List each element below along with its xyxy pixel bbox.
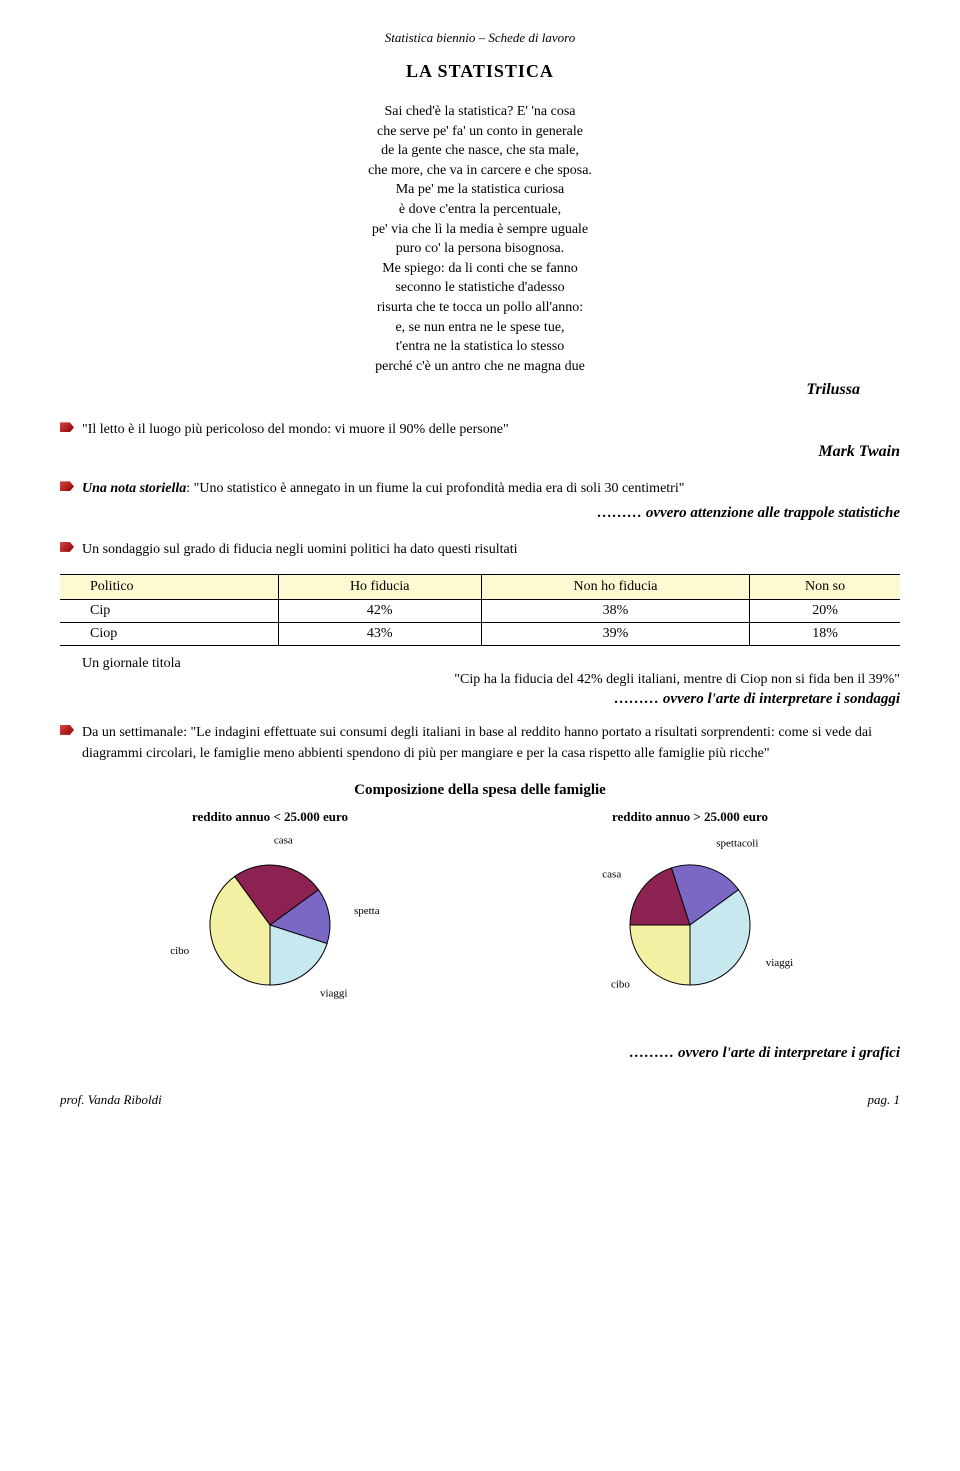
poem-line: Me spiego: da li conti che se fanno	[60, 259, 900, 279]
quote-bed: "Il letto è il luogo più pericoloso del …	[60, 419, 900, 464]
pie-right-block: reddito annuo > 25.000 euro cibo casa spet…	[501, 809, 879, 1020]
pie-left-chart: cibo casa spettacoli viaggi	[160, 835, 380, 1020]
poem-line: Ma pe' me la statistica curiosa	[60, 180, 900, 200]
pie-right-title: reddito annuo > 25.000 euro	[501, 809, 879, 825]
quote-text: "Il letto è il luogo più pericoloso del …	[82, 422, 509, 437]
table-cell: 20%	[750, 599, 900, 622]
sondaggio-intro: Un sondaggio sul grado di fiducia negli …	[82, 542, 518, 557]
footer-right: pag. 1	[868, 1092, 901, 1108]
poem-line: de la gente che nasce, che sta male,	[60, 141, 900, 161]
storiella-item: Una nota storiella: "Uno statistico è an…	[60, 478, 900, 525]
poem-line: seconno le statistiche d'adesso	[60, 278, 900, 298]
table-cell: 39%	[481, 622, 749, 645]
table-row: Ciop43%39%18%	[60, 622, 900, 645]
poem-line: Sai ched'è la statistica? E' 'na cosa	[60, 102, 900, 122]
svg-text:spettacoli: spettacoli	[716, 838, 758, 850]
poem-block: Sai ched'è la statistica? E' 'na cosache…	[60, 102, 900, 376]
svg-text:cibo: cibo	[170, 945, 189, 957]
table-cell: 43%	[278, 622, 481, 645]
storiella-prefix: Una nota storiella	[82, 481, 186, 496]
charts-moral: ……… ovvero l'arte di interpretare i graf…	[60, 1045, 900, 1062]
table-cell: 38%	[481, 599, 749, 622]
storiella-moral: ……… ovvero attenzione alle trappole stat…	[82, 502, 900, 525]
svg-text:viaggi: viaggi	[766, 957, 794, 969]
poem-author: Trilussa	[60, 381, 860, 399]
page-title: LA STATISTICA	[60, 61, 900, 82]
table-header: Non ho fiducia	[481, 574, 749, 599]
storiella-body: : "Uno statistico è annegato in un fiume…	[186, 481, 684, 496]
poem-line: t'entra ne la statistica lo stesso	[60, 337, 900, 357]
table-cell: Cip	[60, 599, 278, 622]
poem-line: perché c'è un antro che ne magna due	[60, 357, 900, 377]
pie-charts-row: reddito annuo < 25.000 euro cibo casa spet…	[60, 809, 900, 1020]
sondaggio-moral: ……… ovvero l'arte di interpretare i sond…	[82, 691, 900, 708]
table-cell: Ciop	[60, 622, 278, 645]
svg-text:casa: casa	[274, 835, 293, 847]
poem-line: pe' via che lì la media è sempre uguale	[60, 220, 900, 240]
settimanale-text: Da un settimanale: "Le indagini effettua…	[82, 725, 872, 761]
fiducia-table: PoliticoHo fiduciaNon ho fiduciaNon so C…	[60, 574, 900, 646]
pie-right-chart: cibo casa spettacoli viaggi	[580, 835, 800, 1020]
poem-line: che serve pe' fa' un conto in generale	[60, 122, 900, 142]
sondaggio-item: Un sondaggio sul grado di fiducia negli …	[60, 539, 900, 560]
table-cell: 18%	[750, 622, 900, 645]
table-row: Cip42%38%20%	[60, 599, 900, 622]
table-header: Ho fiducia	[278, 574, 481, 599]
poem-line: e, se nun entra ne le spese tue,	[60, 318, 900, 338]
page-header: Statistica biennio – Schede di lavoro	[60, 30, 900, 46]
giornale-block: Un giornale titola "Cip ha la fiducia de…	[60, 656, 900, 708]
poem-line: che more, che va in carcere e che sposa.	[60, 161, 900, 181]
giornale-label: Un giornale titola	[82, 656, 181, 671]
poem-line: risurta che te tocca un pollo all'anno:	[60, 298, 900, 318]
giornale-headline: "Cip ha la fiducia del 42% degli italian…	[82, 672, 900, 688]
table-cell: 42%	[278, 599, 481, 622]
svg-text:casa: casa	[602, 868, 621, 880]
pie-left-title: reddito annuo < 25.000 euro	[81, 809, 459, 825]
quote-author-twain: Mark Twain	[82, 440, 900, 464]
settimanale-item: Da un settimanale: "Le indagini effettua…	[60, 722, 900, 764]
svg-text:cibo: cibo	[611, 978, 630, 990]
page-footer: prof. Vanda Riboldi pag. 1	[60, 1092, 900, 1108]
table-header: Politico	[60, 574, 278, 599]
poem-line: puro co' la persona bisognosa.	[60, 239, 900, 259]
footer-left: prof. Vanda Riboldi	[60, 1092, 162, 1108]
svg-text:spettacoli: spettacoli	[354, 905, 380, 917]
pie-left-block: reddito annuo < 25.000 euro cibo casa spet…	[81, 809, 459, 1020]
charts-title: Composizione della spesa delle famiglie	[60, 782, 900, 799]
poem-line: è dove c'entra la percentuale,	[60, 200, 900, 220]
table-header: Non so	[750, 574, 900, 599]
svg-text:viaggi: viaggi	[320, 987, 348, 999]
